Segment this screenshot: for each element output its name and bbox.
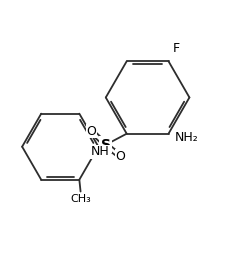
- Text: CH₃: CH₃: [70, 194, 91, 204]
- Text: O: O: [116, 150, 125, 163]
- Text: NH₂: NH₂: [175, 131, 199, 144]
- Text: NH: NH: [90, 145, 109, 158]
- Text: O: O: [87, 125, 96, 138]
- Text: F: F: [173, 42, 180, 55]
- Text: S: S: [101, 138, 111, 152]
